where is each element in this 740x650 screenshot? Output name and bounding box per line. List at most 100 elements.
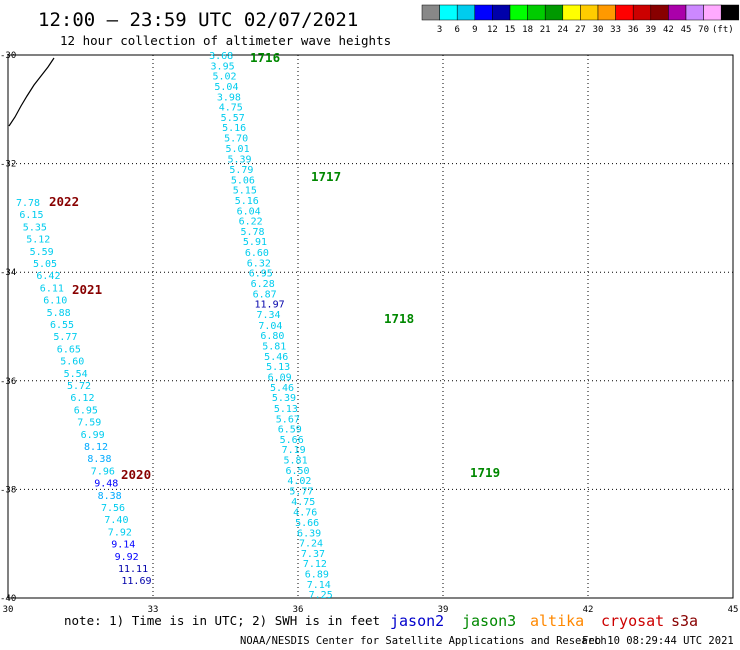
x-tick-label: 30 [3,605,14,615]
pass-time-label: 1716 [250,50,280,65]
colorbar-swatch [562,4,581,21]
swh-point-label: 5.06 [231,175,255,186]
pass-time-label: 2022 [49,194,79,209]
swh-point-label: 7.34 [256,310,280,321]
swh-point-label: 7.04 [258,321,282,332]
swh-point-label: 5.57 [221,113,245,124]
swh-point-label: 5.72 [67,381,91,392]
colorbar-swatch [668,4,687,21]
colorbar-swatch [509,4,528,21]
swh-point-label: 9.92 [115,552,139,563]
satellite-legend-jason2: jason2 [390,612,444,630]
swh-point-label: 5.59 [30,247,54,258]
colorbar-swatch [544,4,564,21]
swh-point-label: 5.02 [212,72,236,83]
y-tick-label: -40 [0,594,16,604]
swh-point-label: 5.15 [233,186,257,197]
swh-point-label: 6.32 [247,258,271,269]
colorbar-label: 12 [487,25,498,35]
swh-point-label: 5.05 [33,259,57,270]
colorbar-label: 6 [454,25,459,35]
satellite-legend: jason2 jason3 altika cryosat s3a [390,612,698,630]
x-tick-label: 42 [583,605,594,615]
swh-point-label: 6.10 [43,296,67,307]
swh-point-label: 5.13 [274,404,298,415]
colorbar-label: 42 [663,25,674,35]
colorbar-label: 9 [472,25,477,35]
swh-point-label: 5.35 [23,222,47,233]
pass-time-labels: 1716 1717 1718 1719 2022 2021 2020 [49,50,500,482]
colorbar-swatch [456,4,476,21]
swh-point-label: 5.77 [289,486,313,497]
swh-point-label: 6.65 [57,344,81,355]
colorbar-label: 15 [505,25,516,35]
swh-point-label: 5.60 [60,357,84,368]
swh-point-label: 6.87 [253,289,277,300]
colorbar-swatch [439,4,458,21]
swh-point-label: 5.04 [214,82,238,93]
swh-point-label: 6.95 [74,405,98,416]
swh-point-label: 5.77 [53,332,77,343]
footer-note: note: 1) Time is in UTC; 2) SWH is in fe… [64,613,380,628]
x-tick-label: 33 [148,605,159,615]
swh-point-label: 8.38 [98,491,122,502]
swh-point-label: 4.76 [293,508,317,519]
swh-point-label: 5.16 [235,196,259,207]
colorbar-swatch [720,4,740,21]
swh-point-label: 5.46 [264,352,288,363]
pass-time-label: 1719 [470,465,500,480]
colorbar-swatch [421,4,440,21]
satellite-legend-cryosat: cryosat [601,612,664,630]
colorbar-label: 18 [522,25,533,35]
swh-point-label: 5.39 [227,155,251,166]
swh-point-label: 7.12 [303,559,327,570]
swh-point-label: 8.38 [87,454,111,465]
x-tick-label: 45 [728,605,739,615]
swh-point-label: 6.04 [237,206,261,217]
swh-point-label: 7.37 [301,549,325,560]
swh-point-label: 6.60 [245,248,269,259]
swh-point-label: 4.02 [287,476,311,487]
swh-point-label: 5.88 [47,308,71,319]
colorbar-swatch [474,4,493,21]
swh-point-label: 7.19 [282,445,306,456]
colorbar-swatch [703,4,722,21]
plot-frame [7,54,734,599]
satellite-legend-s3a: s3a [671,612,698,630]
satellite-legend-jason3: jason3 [462,612,516,630]
pass-time-label: 2020 [121,467,151,482]
colorbar-label: 24 [557,25,568,35]
chart-title: 12:00 – 23:59 UTC 02/07/2021 [38,9,358,31]
swh-point-label: 7.25 [309,590,333,601]
swh-track-a: 3.683.955.025.043.984.755.575.165.705.01… [209,51,333,601]
swh-point-label: 5.12 [26,235,50,246]
swh-point-label: 11.97 [255,300,285,311]
x-tick-label: 36 [293,605,304,615]
y-tick-label: -32 [0,160,16,170]
swh-point-label: 7.40 [104,515,128,526]
swh-point-label: 4.75 [219,103,243,114]
swh-point-label: 11.11 [118,564,148,575]
coastline [8,57,55,127]
swh-point-label: 5.78 [241,227,265,238]
swh-point-label: 6.59 [278,425,302,436]
color-scale-legend: 3 6 9 12 15 18 21 24 27 30 33 36 39 42 45 70 [421,4,740,35]
swh-point-label: 5.66 [280,435,304,446]
footer-credit: NOAA/NESDIS Center for Satellite Applica… [240,635,607,647]
colorbar-label: 21 [540,25,551,35]
colorbar-swatch [632,4,652,21]
colorbar-unit: (ft) [712,25,734,35]
colorbar-swatch [527,4,546,21]
colorbar-label: 30 [593,25,604,35]
colorbar-label: 36 [628,25,639,35]
swh-point-label: 5.54 [64,369,88,380]
y-tick-label: -30 [0,51,16,61]
swh-point-label: 3.68 [209,51,233,62]
swh-point-label: 6.95 [249,269,273,280]
swh-point-label: 5.91 [243,237,267,248]
swh-point-label: 5.46 [270,383,294,394]
swh-point-label: 7.78 [16,198,40,209]
pass-time-label: 1717 [311,169,341,184]
y-tick-label: -34 [0,268,16,278]
